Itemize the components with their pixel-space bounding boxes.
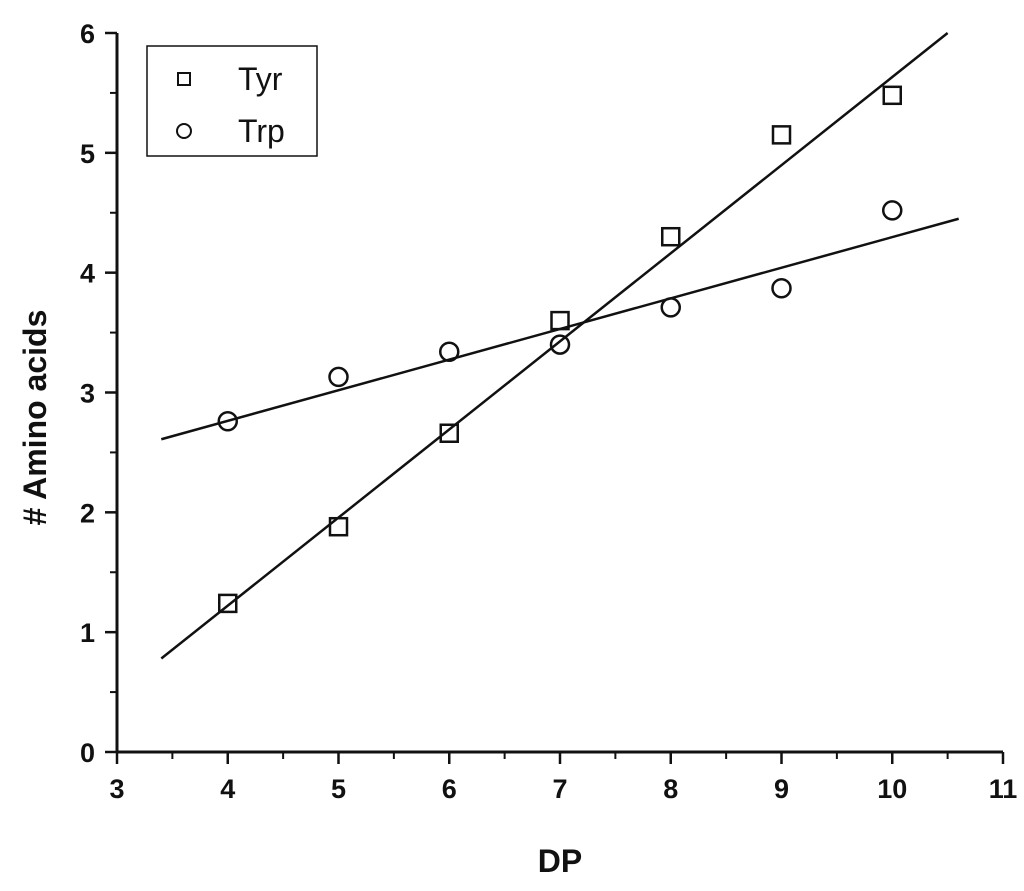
y-tick-label: 6: [80, 19, 95, 49]
y-tick-label: 1: [80, 618, 95, 648]
point-tyr: [882, 85, 902, 106]
point-trp: [217, 411, 238, 432]
point-tyr: [771, 125, 792, 145]
fit-line-tyr: [160, 32, 949, 660]
legend-marker-tyr: [177, 72, 191, 86]
y-tick-label: 0: [80, 738, 95, 768]
x-tick-label: 11: [989, 774, 1018, 804]
x-tick-label: 4: [220, 774, 235, 804]
x-tick-label: 5: [331, 774, 346, 804]
x-tick-label: 10: [877, 774, 907, 804]
point-trp: [328, 366, 349, 388]
ticks: 3 4 5 6 7 8 9 10 11 0 1 2 3 4 5 6: [80, 19, 1017, 804]
y-tick-label: 3: [80, 379, 95, 409]
point-trp: [549, 334, 571, 355]
x-tick-label: 3: [109, 774, 124, 804]
markers: [217, 85, 903, 614]
x-tick-label: 8: [663, 774, 678, 804]
point-trp: [439, 341, 460, 363]
point-tyr: [550, 310, 570, 331]
legend-label-tyr: Tyr: [238, 61, 283, 97]
point-trp: [771, 277, 792, 299]
legend-label-trp: Trp: [238, 113, 285, 149]
y-axis-title: # Amino acids: [17, 310, 53, 526]
y-tick-label: 2: [80, 498, 95, 528]
legend-box: [146, 45, 318, 157]
point-trp: [660, 297, 681, 318]
x-tick-label: 9: [774, 774, 789, 804]
point-tyr: [218, 593, 238, 614]
point-tyr: [328, 516, 349, 537]
y-tick-label: 4: [80, 259, 95, 289]
point-tyr: [439, 423, 459, 443]
point-trp: [882, 200, 903, 221]
legend-marker-trp: [176, 123, 192, 139]
legend: Tyr Trp: [146, 45, 318, 157]
y-tick-label: 5: [80, 139, 95, 169]
x-axis-title: DP: [538, 843, 582, 879]
x-tick-label: 6: [442, 774, 457, 804]
point-tyr: [661, 226, 681, 247]
x-tick-label: 7: [552, 774, 567, 804]
